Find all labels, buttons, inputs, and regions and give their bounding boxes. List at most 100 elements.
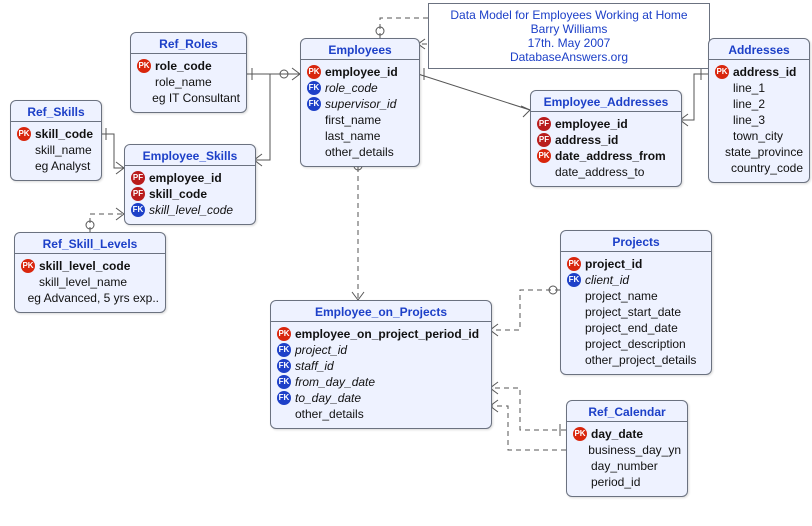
entity-title: Employee_Skills [125,145,255,166]
entity-ref-calendar: Ref_CalendarPKday_datebusiness_day_ynday… [566,400,688,497]
attr-name: last_name [325,128,380,144]
attr-row: eg Analyst [17,158,95,174]
attr-row: PKskill_level_code [21,258,159,274]
attr-row: FK staff_id [277,358,485,374]
entity-attrs: PKskill_codeskill_nameeg Analyst [11,122,101,180]
attr-row: other_details [307,144,413,160]
attr-name: supervisor_id [325,96,396,112]
attr-name: skill_code [149,186,207,202]
entity-title: Projects [561,231,711,252]
attr-row: eg IT Consultant [137,90,240,106]
entity-attrs: PKemployee_on_project_period_idFKproject… [271,322,491,428]
attr-name: client_id [585,272,629,288]
attr-row: PF address_id [537,132,675,148]
pk-key-icon: PK [567,257,581,271]
attr-row: FK client_id [567,272,705,288]
attr-row: PF skill_code [131,186,249,202]
attr-name: country_code [731,160,803,176]
fk-key-icon: FK [131,203,145,217]
attr-row: FK skill_level_code [131,202,249,218]
entity-title: Employee_on_Projects [271,301,491,322]
diagram-title-box: Data Model for Employees Working at Home… [428,3,710,69]
entity-ref-roles: Ref_RolesPKrole_coderole_nameeg IT Consu… [130,32,247,113]
attr-row: PKskill_code [17,126,95,142]
pk-key-icon: PK [137,59,151,73]
pf-key-icon: PF [131,187,145,201]
entity-employee-skills: Employee_SkillsPFemployee_idPFskill_code… [124,144,256,225]
attr-name: business_day_yn [588,442,681,458]
fk-key-icon: FK [277,359,291,373]
attr-name: address_id [733,64,796,80]
pk-key-icon: PK [715,65,729,79]
pf-key-icon: PF [537,133,551,147]
attr-row: PKemployee_on_project_period_id [277,326,485,342]
entity-attrs: PFemployee_idPFskill_codeFKskill_level_c… [125,166,255,224]
fk-key-icon: FK [567,273,581,287]
attr-row: project_name [567,288,705,304]
pf-key-icon: PF [537,117,551,131]
attr-name: to_day_date [295,390,361,406]
attr-name: project_id [585,256,642,272]
attr-name: first_name [325,112,381,128]
entity-title: Addresses [709,39,809,60]
attr-name: skill_level_code [39,258,130,274]
attr-row: FKsupervisor_id [307,96,413,112]
attr-row: FK to_day_date [277,390,485,406]
fk-key-icon: FK [277,391,291,405]
attr-row: other_details [277,406,485,422]
attr-name: line_2 [733,96,765,112]
entity-title: Ref_Skill_Levels [15,233,165,254]
attr-name: role_name [155,74,212,90]
attr-row: day_number [573,458,681,474]
attr-row: project_end_date [567,320,705,336]
attr-name: employee_id [555,116,628,132]
attr-row: line_1 [715,80,803,96]
entity-title: Employee_Addresses [531,91,681,112]
entity-projects: Projects PK project_id FK client_idproject_n… [560,230,712,375]
entity-ref-skills: Ref_SkillsPKskill_codeskill_nameeg Analy… [10,100,102,181]
attr-name: eg IT Consultant [152,90,240,106]
attr-row: line_3 [715,112,803,128]
pk-key-icon: PK [573,427,587,441]
attr-name: role_code [155,58,212,74]
title-line: DatabaseAnswers.org [439,50,699,64]
title-line: 17th. May 2007 [439,36,699,50]
attr-name: staff_id [295,358,334,374]
entity-employee-on-projects: Employee_on_ProjectsPKemployee_on_projec… [270,300,492,429]
attr-row: eg Advanced, 5 yrs exp.. [21,290,159,306]
attr-row: PK project_id [567,256,705,272]
entity-title: Employees [301,39,419,60]
attr-name: skill_code [35,126,93,142]
attr-row: FKfrom_day_date [277,374,485,390]
attr-name: eg Advanced, 5 yrs exp.. [28,290,159,306]
attr-row: PK address_id [715,64,803,80]
attr-name: address_id [555,132,618,148]
attr-row: role_name [137,74,240,90]
entity-attrs: PKemployee_idFKrole_codeFKsupervisor_idf… [301,60,419,166]
attr-row: first_name [307,112,413,128]
attr-name: date_address_from [555,148,666,164]
attr-row: PKemployee_id [307,64,413,80]
attr-row: period_id [573,474,681,490]
attr-row: skill_level_name [21,274,159,290]
attr-row: project_start_date [567,304,705,320]
attr-row: PF employee_id [537,116,675,132]
attr-name: skill_level_name [39,274,127,290]
attr-row: last_name [307,128,413,144]
pk-key-icon: PK [277,327,291,341]
attr-name: role_code [325,80,378,96]
fk-key-icon: FK [277,343,291,357]
attr-name: other_details [295,406,364,422]
entity-attrs: PF employee_id PF address_id PK date_address_… [531,112,681,186]
attr-name: project_description [585,336,686,352]
attr-name: skill_name [35,142,92,158]
attr-name: skill_level_code [149,202,233,218]
attr-name: line_3 [733,112,765,128]
attr-row: state_province [715,144,803,160]
pk-key-icon: PK [537,149,551,163]
entity-attrs: PKskill_level_codeskill_level_nameeg Adv… [15,254,165,312]
attr-row: other_project_details [567,352,705,368]
attr-name: period_id [591,474,640,490]
attr-row: project_description [567,336,705,352]
attr-name: eg Analyst [35,158,90,174]
